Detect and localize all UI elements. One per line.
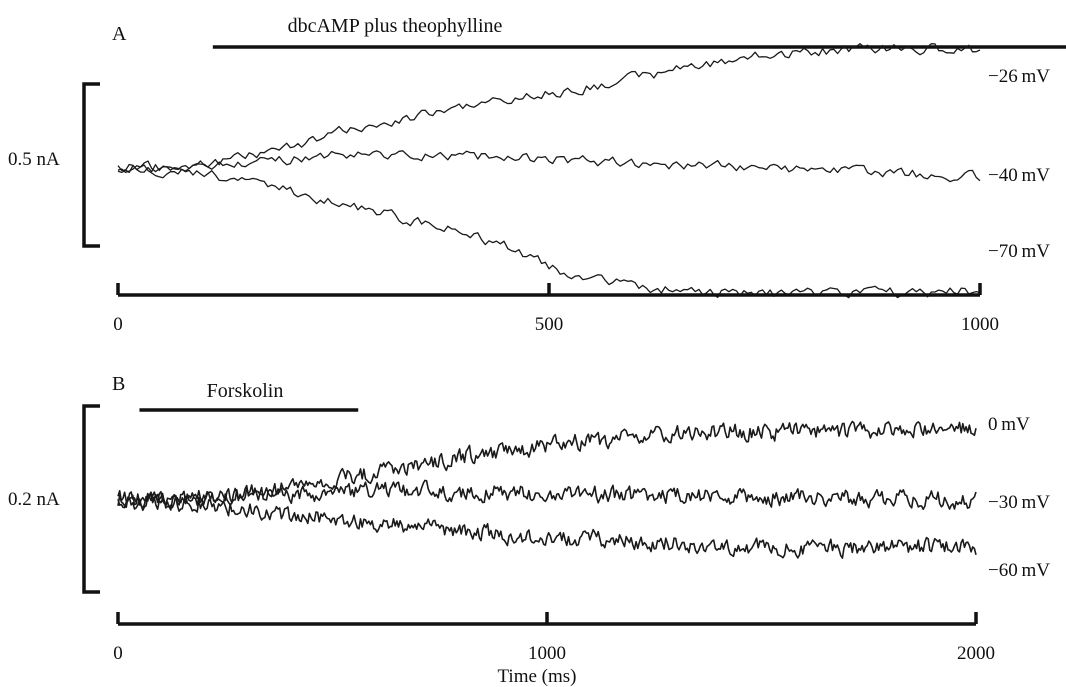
scale-bar-label: 0.2 nA <box>8 489 60 510</box>
x-axis-title: Time (ms) <box>497 666 576 687</box>
time-tick-label: 1000 <box>961 314 999 335</box>
panel-letter-a: A <box>112 23 127 45</box>
series-label: −70 mV <box>988 241 1050 262</box>
trace-series-3 <box>117 164 981 299</box>
series-label: −60 mV <box>988 560 1050 581</box>
scale-bar-label: 0.5 nA <box>8 149 60 170</box>
trace-series-2 <box>117 479 977 510</box>
time-tick-label: 2000 <box>957 643 995 664</box>
series-label: 0 mV <box>988 414 1030 435</box>
stimulus-label: Forskolin <box>207 380 284 402</box>
trace-series-2 <box>117 150 981 183</box>
time-tick-label: 1000 <box>528 643 566 664</box>
trace-series-1 <box>117 420 977 509</box>
stimulus-label: dbcAMP plus theophylline <box>288 15 503 37</box>
trace-series-3 <box>117 492 977 559</box>
time-tick-label: 0 <box>113 643 123 664</box>
panel-letter-b: B <box>112 373 125 395</box>
time-tick-label: 0 <box>113 314 123 335</box>
trace-series-1 <box>117 43 981 174</box>
current-scale-bar <box>82 404 100 594</box>
series-label: −40 mV <box>988 165 1050 186</box>
time-tick-label: 500 <box>535 314 564 335</box>
current-scale-bar <box>82 82 100 248</box>
series-label: −30 mV <box>988 492 1050 513</box>
series-label: −26 mV <box>988 66 1050 87</box>
